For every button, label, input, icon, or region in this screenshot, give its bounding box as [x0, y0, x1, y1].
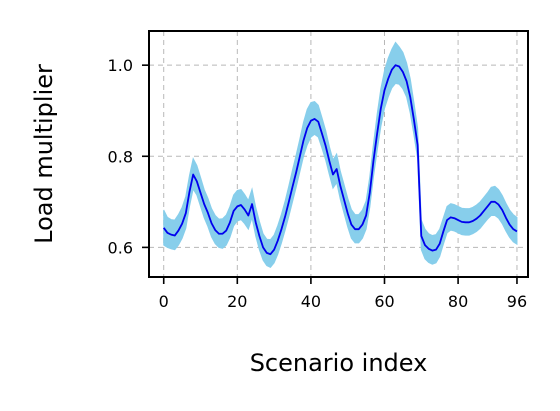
band-layer — [163, 41, 518, 269]
grid-layer — [149, 31, 528, 277]
y-tick-label-0.6: 0.6 — [108, 238, 133, 257]
y-tick-label-1.0: 1.0 — [108, 56, 133, 75]
x-tick-label-80: 80 — [448, 292, 468, 311]
uncertainty-band — [163, 41, 518, 269]
line-layer — [162, 64, 518, 256]
x-tick-label-96: 96 — [507, 292, 527, 311]
y-axis-label: Load multiplier — [30, 64, 58, 244]
x-tick-label-20: 20 — [227, 292, 247, 311]
x-tick-label-60: 60 — [374, 292, 394, 311]
x-tick-label-0: 0 — [159, 292, 169, 311]
y-tick-label-0.8: 0.8 — [108, 147, 133, 166]
mean-line — [162, 64, 518, 256]
plot-frame — [148, 30, 529, 278]
x-tick-label-40: 40 — [301, 292, 321, 311]
x-axis-label: Scenario index — [250, 349, 428, 377]
tick-layer: 0 20 40 60 80 96 0.6 0.8 1.0 — [108, 56, 528, 311]
